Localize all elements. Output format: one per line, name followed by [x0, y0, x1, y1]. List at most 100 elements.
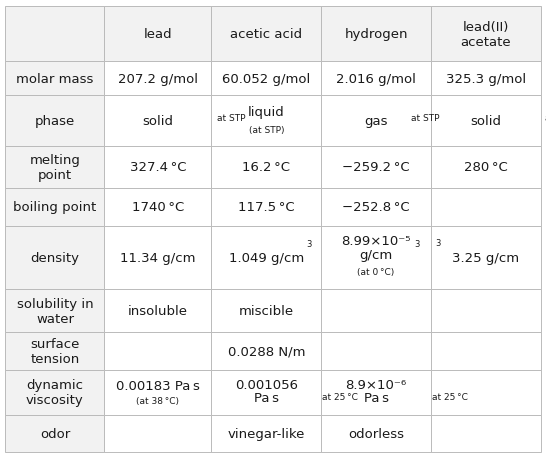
- Bar: [211, 146, 321, 188]
- Bar: [5, 188, 104, 227]
- Bar: [211, 227, 321, 290]
- Text: (at 0 °C): (at 0 °C): [358, 268, 395, 277]
- Text: 0.0288 N/m: 0.0288 N/m: [228, 345, 305, 358]
- Bar: [321, 414, 431, 452]
- Bar: [321, 7, 431, 62]
- Bar: [321, 290, 431, 332]
- Text: 0.001056: 0.001056: [235, 378, 298, 391]
- Text: 1.049 g/cm: 1.049 g/cm: [229, 252, 304, 265]
- Text: hydrogen: hydrogen: [344, 28, 408, 41]
- Bar: [321, 332, 431, 370]
- Text: g/cm: g/cm: [359, 249, 393, 262]
- Bar: [211, 96, 321, 146]
- Text: surface
tension: surface tension: [30, 337, 80, 365]
- Text: insoluble: insoluble: [128, 304, 188, 317]
- Text: (at 38 °C): (at 38 °C): [136, 396, 180, 405]
- Text: 8.9×10⁻⁶: 8.9×10⁻⁶: [346, 378, 407, 391]
- Bar: [5, 370, 104, 414]
- Text: 0.00183 Pa s: 0.00183 Pa s: [116, 379, 200, 392]
- Text: 327.4 °C: 327.4 °C: [130, 161, 186, 174]
- Text: Pa s: Pa s: [254, 392, 279, 404]
- Text: 2.016 g/mol: 2.016 g/mol: [336, 73, 416, 85]
- Text: −252.8 °C: −252.8 °C: [342, 201, 410, 214]
- Text: 280 °C: 280 °C: [464, 161, 508, 174]
- Text: 3: 3: [306, 240, 312, 249]
- Bar: [104, 414, 211, 452]
- Text: odor: odor: [40, 427, 70, 440]
- Bar: [431, 290, 541, 332]
- Text: 3.25 g/cm: 3.25 g/cm: [452, 252, 519, 265]
- Text: acetic acid: acetic acid: [230, 28, 302, 41]
- Text: molar mass: molar mass: [16, 73, 94, 85]
- Text: 117.5 °C: 117.5 °C: [238, 201, 295, 214]
- Bar: [431, 146, 541, 188]
- Bar: [211, 62, 321, 96]
- Bar: [211, 188, 321, 227]
- Bar: [431, 62, 541, 96]
- Bar: [321, 96, 431, 146]
- Bar: [431, 227, 541, 290]
- Text: boiling point: boiling point: [13, 201, 97, 214]
- Bar: [5, 96, 104, 146]
- Bar: [321, 227, 431, 290]
- Bar: [104, 62, 211, 96]
- Text: 8.99×10⁻⁵: 8.99×10⁻⁵: [341, 234, 411, 247]
- Text: liquid: liquid: [248, 106, 284, 118]
- Bar: [104, 227, 211, 290]
- Bar: [104, 370, 211, 414]
- Text: solubility in
water: solubility in water: [16, 297, 93, 325]
- Text: vinegar-like: vinegar-like: [228, 427, 305, 440]
- Bar: [5, 7, 104, 62]
- Text: −259.2 °C: −259.2 °C: [342, 161, 410, 174]
- Text: at STP: at STP: [545, 114, 546, 123]
- Bar: [104, 290, 211, 332]
- Text: 325.3 g/mol: 325.3 g/mol: [446, 73, 526, 85]
- Bar: [104, 146, 211, 188]
- Bar: [211, 290, 321, 332]
- Text: odorless: odorless: [348, 427, 404, 440]
- Bar: [104, 96, 211, 146]
- Bar: [211, 332, 321, 370]
- Bar: [431, 370, 541, 414]
- Text: at 25 °C: at 25 °C: [322, 392, 358, 401]
- Text: gas: gas: [364, 114, 388, 128]
- Text: lead(II)
acetate: lead(II) acetate: [460, 21, 511, 49]
- Bar: [211, 7, 321, 62]
- Bar: [5, 146, 104, 188]
- Text: solid: solid: [470, 114, 501, 128]
- Bar: [321, 188, 431, 227]
- Bar: [5, 332, 104, 370]
- Bar: [431, 7, 541, 62]
- Text: at STP: at STP: [217, 114, 246, 123]
- Bar: [104, 332, 211, 370]
- Bar: [5, 290, 104, 332]
- Text: 16.2 °C: 16.2 °C: [242, 161, 290, 174]
- Bar: [321, 62, 431, 96]
- Bar: [5, 227, 104, 290]
- Bar: [5, 414, 104, 452]
- Bar: [321, 370, 431, 414]
- Bar: [104, 188, 211, 227]
- Text: 3: 3: [414, 240, 420, 249]
- Bar: [5, 62, 104, 96]
- Text: dynamic
viscosity: dynamic viscosity: [26, 379, 84, 407]
- Text: solid: solid: [143, 114, 174, 128]
- Bar: [321, 146, 431, 188]
- Text: lead: lead: [144, 28, 173, 41]
- Bar: [211, 414, 321, 452]
- Text: 1740 °C: 1740 °C: [132, 201, 184, 214]
- Text: 60.052 g/mol: 60.052 g/mol: [222, 73, 311, 85]
- Text: phase: phase: [35, 114, 75, 128]
- Text: (at STP): (at STP): [248, 126, 284, 134]
- Bar: [431, 414, 541, 452]
- Bar: [211, 370, 321, 414]
- Bar: [104, 7, 211, 62]
- Text: 207.2 g/mol: 207.2 g/mol: [118, 73, 198, 85]
- Text: melting
point: melting point: [29, 153, 80, 181]
- Text: Pa s: Pa s: [364, 392, 389, 404]
- Text: at STP: at STP: [412, 114, 440, 123]
- Text: at 25 °C: at 25 °C: [432, 392, 468, 401]
- Text: density: density: [31, 252, 80, 265]
- Bar: [431, 332, 541, 370]
- Bar: [431, 96, 541, 146]
